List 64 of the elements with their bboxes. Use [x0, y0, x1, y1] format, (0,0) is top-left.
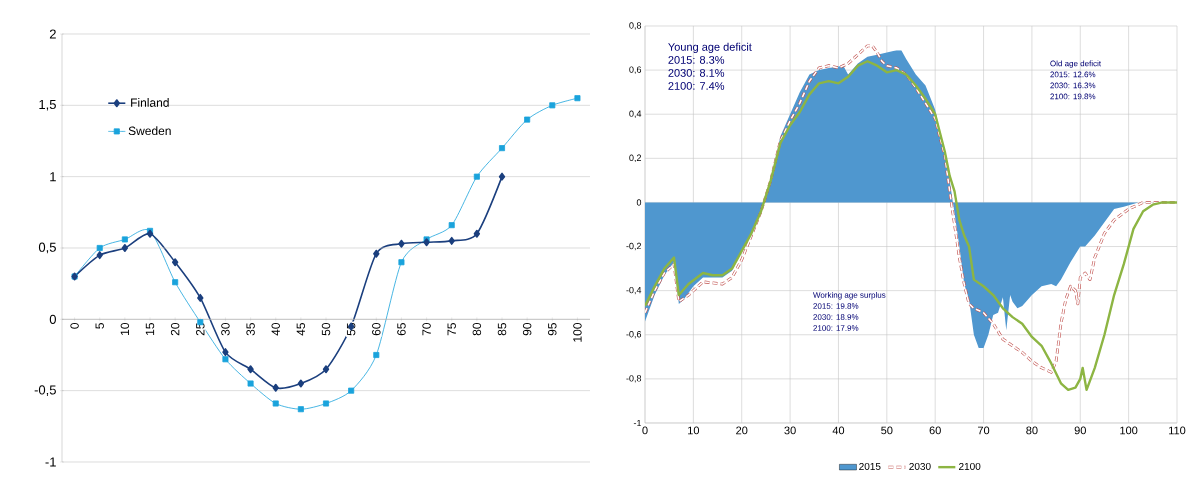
x-tick-label: 20 [170, 322, 180, 336]
annotation: Old age deficit [1050, 60, 1102, 68]
annotation: 2030: 16.3% [1050, 82, 1096, 89]
x-tick-label: 65 [397, 323, 406, 336]
x-tick-label: 45 [296, 323, 306, 336]
x-tick-label: 80 [1026, 426, 1038, 435]
y-tick-label: 0,2 [629, 154, 642, 163]
y-tick-label: 0 [636, 199, 642, 206]
x-tick-label: 30 [784, 426, 796, 435]
x-tick-label: 60 [372, 322, 381, 336]
annotation: 2100: 19.8% [1050, 93, 1096, 100]
x-tick-label: 30 [221, 322, 230, 336]
legend-label: 2100 [959, 462, 981, 470]
y-tick-label: 0,5 [38, 242, 56, 254]
annotation: 2030: 8.1% [668, 69, 725, 77]
x-tick-label: 50 [881, 426, 893, 435]
x-tick-label: 85 [497, 323, 507, 336]
x-tick-label: 40 [271, 322, 280, 336]
y-tick-label: -0,5 [34, 385, 56, 397]
legend-label: Finland [131, 98, 169, 107]
y-tick-label: -0,4 [626, 286, 642, 295]
x-tick-label: 0 [70, 322, 79, 329]
annotation: 2100: 7.4% [668, 82, 725, 90]
x-tick-label: 10 [120, 322, 130, 335]
y-tick-label: -0,2 [626, 242, 642, 251]
x-tick-label: 95 [548, 323, 557, 336]
y-tick-label: -1 [633, 419, 642, 427]
x-tick-label: 110 [1169, 426, 1186, 435]
x-tick-label: 0 [642, 426, 648, 435]
x-tick-label: 80 [472, 322, 482, 336]
legend-label: Sweden [128, 126, 171, 136]
x-tick-label: 75 [447, 323, 456, 336]
y-tick-label: -0,6 [626, 331, 642, 339]
annotation: 2015: 12.6% [1050, 71, 1096, 78]
y-tick-label: 0,8 [629, 22, 642, 30]
y-tick-label: 0,6 [629, 66, 642, 74]
annotation: 2100: 17.9% [813, 325, 859, 331]
x-tick-label: 5 [95, 323, 104, 329]
y-tick-label: 0,4 [629, 110, 642, 118]
x-tick-label: 70 [978, 426, 990, 435]
legend-label: 2015 [859, 462, 881, 470]
x-tick-label: 40 [832, 426, 845, 435]
annotation: Working age surplus [813, 291, 886, 300]
x-tick-label: 50 [321, 322, 331, 336]
y-tick-label: 2 [49, 29, 56, 39]
y-tick-label: -0,8 [626, 375, 642, 383]
x-tick-label: 90 [522, 322, 532, 336]
x-tick-label: 10 [688, 426, 700, 435]
y-tick-label: -1 [45, 457, 56, 467]
x-tick-label: 15 [145, 323, 155, 335]
x-tick-label: 20 [736, 426, 748, 435]
x-tick-label: 60 [929, 426, 941, 435]
x-tick-label: 100 [573, 322, 582, 342]
annotation: 2015: 8.3% [668, 56, 725, 64]
y-tick-label: 1,5 [39, 100, 56, 111]
x-tick-label: 70 [422, 322, 431, 336]
x-tick-label: 100 [1120, 426, 1138, 435]
y-tick-label: 1 [50, 172, 56, 182]
annotation: 2015: 19.8% [813, 303, 859, 309]
legend-label: 2030 [909, 462, 931, 470]
annotation: 2030: 18.9% [813, 314, 859, 320]
x-tick-label: 90 [1074, 426, 1086, 435]
x-tick-label: 35 [246, 323, 255, 336]
annotation: Young age deficit [668, 42, 752, 53]
